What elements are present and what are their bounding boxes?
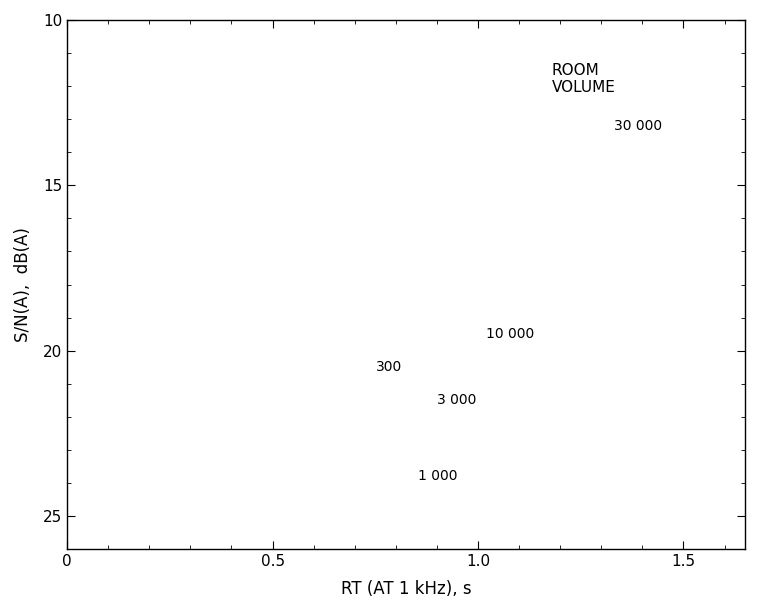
X-axis label: RT (AT 1 kHz), s: RT (AT 1 kHz), s (341, 580, 471, 598)
Y-axis label: S/N(A),  dB(A): S/N(A), dB(A) (14, 227, 32, 342)
Text: 10 000: 10 000 (487, 327, 534, 341)
Text: 30 000: 30 000 (613, 119, 662, 133)
Text: 3 000: 3 000 (437, 394, 477, 408)
Text: 1 000: 1 000 (418, 469, 458, 483)
Text: 300: 300 (376, 360, 402, 374)
Text: ROOM
VOLUME: ROOM VOLUME (552, 63, 616, 95)
